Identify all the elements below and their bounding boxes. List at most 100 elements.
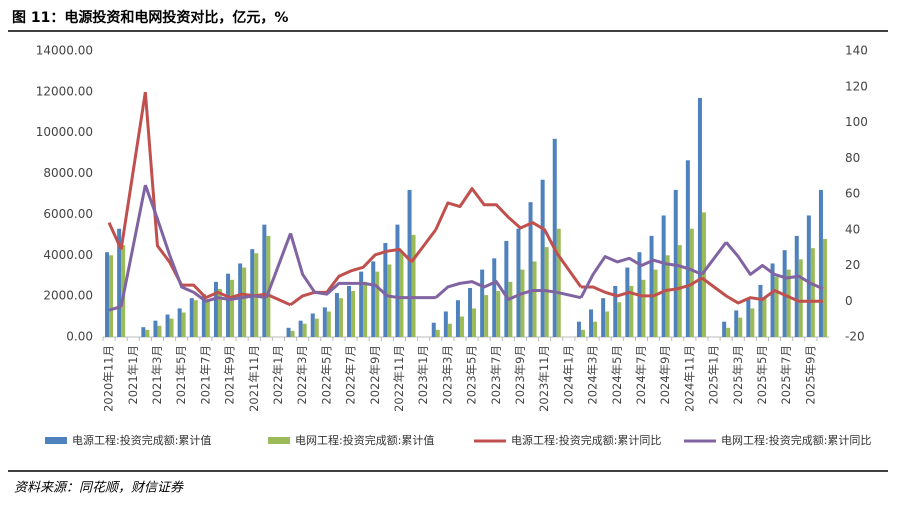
bar	[762, 298, 767, 337]
bar	[504, 240, 509, 337]
x-tick-label: 2024年11月	[682, 345, 696, 412]
bar	[701, 212, 706, 337]
bar	[613, 285, 618, 337]
bar	[213, 281, 218, 337]
bar	[665, 255, 670, 337]
bar	[359, 271, 364, 337]
line	[580, 276, 703, 298]
bar	[407, 189, 412, 337]
bar	[552, 138, 557, 337]
bar	[371, 261, 376, 337]
x-tick-label: 2024年1月	[561, 345, 575, 405]
chart-title: 图 11：电源投资和电网投资对比，亿元，%	[12, 9, 288, 26]
legend-swatch	[45, 437, 67, 444]
bar	[516, 228, 521, 337]
bar	[431, 322, 436, 337]
bar	[351, 291, 356, 337]
bar	[117, 228, 122, 337]
bar	[266, 235, 271, 337]
bar	[105, 252, 110, 337]
bar	[806, 215, 811, 337]
bar	[217, 288, 222, 337]
bar	[157, 325, 162, 337]
bar	[492, 258, 497, 337]
x-tick-label: 2021年1月	[126, 345, 140, 405]
y-tick-label: 12000.00	[36, 84, 93, 98]
legend-label: 电源工程:投资完成额:累计同比	[511, 433, 661, 447]
x-tick-label: 2022年1月	[271, 345, 285, 405]
y-tick-label: 0.00	[66, 330, 93, 344]
bar	[661, 215, 666, 337]
line-connector	[119, 91, 147, 250]
bar	[593, 321, 598, 337]
y-tick-label: 8000.00	[43, 166, 93, 180]
bar	[177, 308, 182, 337]
x-tick-label: 2021年3月	[150, 345, 164, 405]
bar	[746, 298, 751, 337]
legend-swatch	[268, 437, 290, 444]
bar	[677, 245, 682, 337]
bar	[758, 284, 763, 337]
line	[143, 91, 267, 300]
bar	[205, 299, 210, 337]
y-tick-label: 4000.00	[43, 248, 93, 262]
y-tick-label: 10000.00	[36, 125, 93, 139]
line	[108, 305, 122, 312]
line-connector	[265, 292, 292, 307]
x-tick-label: 2023年3月	[440, 345, 454, 405]
bar	[387, 264, 392, 337]
bar	[145, 329, 150, 337]
bar	[447, 323, 452, 337]
y2-tick-label: 40	[845, 222, 860, 236]
line-connector	[555, 252, 583, 288]
y2-tick-label: 100	[845, 115, 868, 129]
bar	[242, 267, 247, 337]
bar	[326, 311, 331, 337]
x-tick-label: 2022年5月	[319, 345, 333, 405]
bar	[798, 259, 803, 337]
x-tick-label: 2021年7月	[198, 345, 212, 405]
bar	[726, 327, 731, 337]
bar	[363, 281, 368, 337]
bar	[625, 267, 630, 337]
bar	[395, 224, 400, 337]
x-tick-label: 2024年3月	[586, 345, 600, 405]
y2-tick-label: -20	[845, 330, 865, 344]
bar	[480, 269, 485, 337]
bar	[201, 294, 206, 337]
x-tick-label: 2025年3月	[731, 345, 745, 405]
x-tick-label: 2025年1月	[707, 345, 721, 405]
x-tick-label: 2020年11月	[102, 345, 116, 412]
bar	[605, 311, 610, 337]
bar	[226, 273, 231, 337]
bar	[383, 243, 388, 337]
line	[107, 221, 123, 251]
line	[289, 232, 412, 300]
line	[289, 247, 413, 307]
legend-label: 电网工程:投资完成额:累计值	[295, 433, 434, 447]
bar	[169, 318, 174, 337]
bar	[443, 311, 448, 337]
x-tick-label: 2023年7月	[489, 345, 503, 405]
bar	[589, 309, 594, 337]
bar	[653, 269, 658, 337]
bar	[338, 298, 343, 337]
x-tick-label: 2022年11月	[392, 345, 406, 412]
bar	[738, 317, 743, 337]
bar	[532, 261, 537, 337]
line-connector	[700, 241, 728, 276]
line-connector	[264, 232, 292, 299]
x-tick-label: 2025年9月	[803, 345, 817, 405]
bar	[770, 263, 775, 337]
bar	[484, 295, 489, 337]
bar	[540, 179, 545, 337]
bar	[193, 300, 198, 337]
bar	[399, 251, 404, 337]
x-tick-label: 2023年1月	[416, 345, 430, 405]
bar	[165, 314, 170, 337]
bar	[794, 235, 799, 337]
bar	[455, 300, 460, 337]
line	[434, 280, 557, 301]
line	[725, 241, 824, 291]
x-tick-label: 2021年5月	[174, 345, 188, 405]
